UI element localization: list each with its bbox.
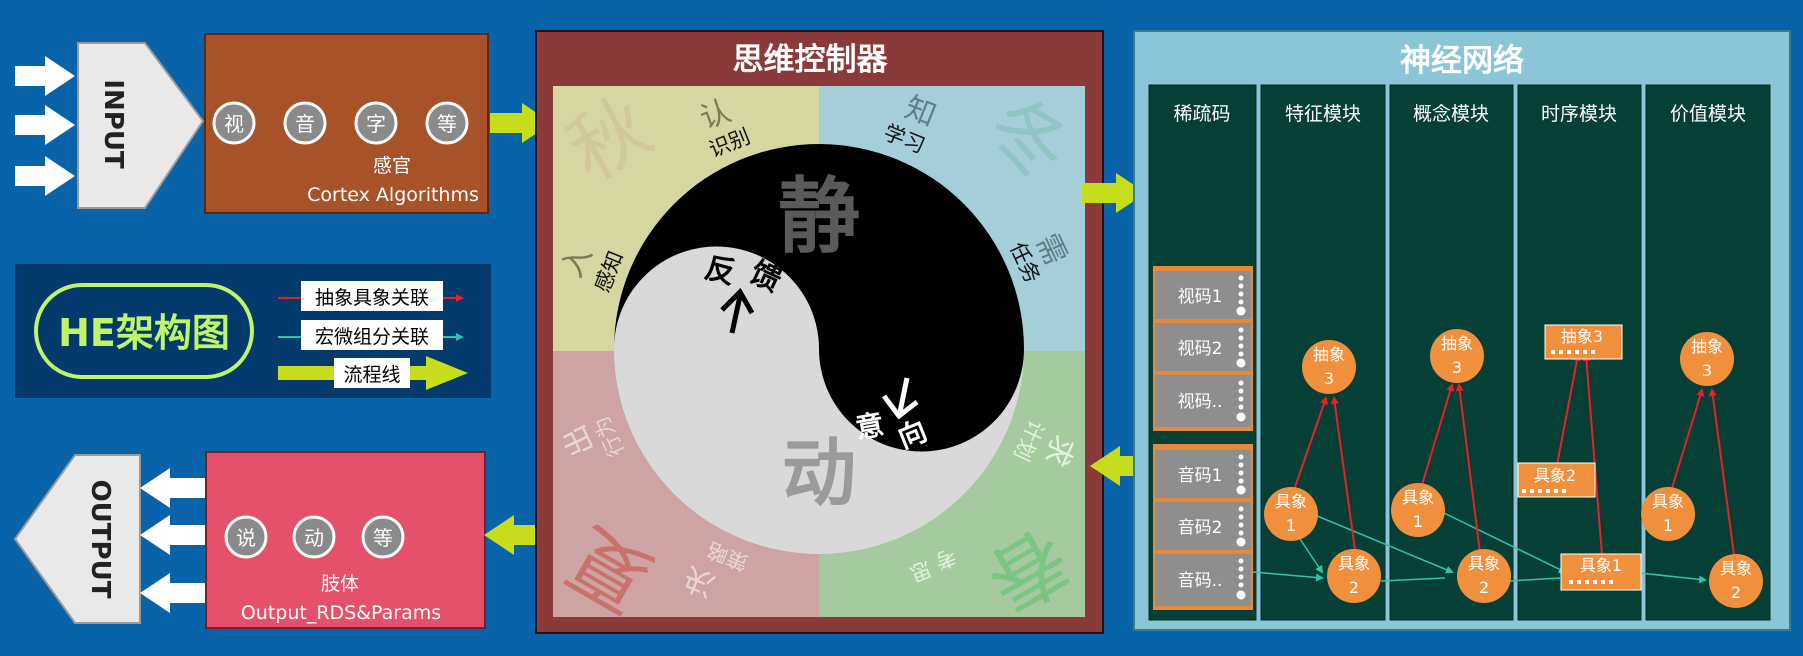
column-header: 特征模块	[1285, 103, 1361, 125]
svg-text:具象: 具象	[1402, 488, 1434, 507]
svg-text:具象2: 具象2	[1534, 466, 1576, 485]
sequence-abstract: 抽象3	[1544, 324, 1623, 360]
yin-yang	[614, 144, 1024, 554]
body-circle: 说	[224, 515, 268, 559]
yixiang-yi: 意	[853, 408, 886, 445]
flow-arrow	[1082, 173, 1146, 213]
svg-text:音: 音	[295, 112, 315, 136]
svg-text:抽象3: 抽象3	[1561, 327, 1603, 346]
legend-item-label: 宏微组分关联	[315, 326, 429, 348]
input-arrows	[15, 56, 75, 196]
concrete-node: 具象 2	[1709, 554, 1763, 608]
svg-text:抽象: 抽象	[1441, 334, 1473, 353]
svg-text:2: 2	[1349, 578, 1359, 597]
abstract-node: 抽象 3	[1430, 329, 1484, 383]
yixiang-arrow	[882, 377, 919, 420]
svg-text:1: 1	[1286, 516, 1296, 535]
sensor-circle: 等	[425, 101, 469, 145]
output-shape	[13, 454, 141, 624]
sensor-circle: 音	[283, 101, 327, 145]
controller-title: 思维控制器	[733, 42, 889, 78]
body-box: 说 动 等 肢体 Output_RDS&Params	[205, 451, 486, 629]
concrete-node: 具象 2	[1457, 549, 1511, 603]
legend: HE架构图 抽象具象关联 宏微组分关联 流程线	[15, 264, 491, 398]
svg-text:视: 视	[224, 112, 244, 136]
sensor-circle: 字	[354, 101, 398, 145]
svg-text:具象: 具象	[1275, 492, 1307, 511]
teal-links	[1252, 512, 1707, 584]
svg-text:抽象: 抽象	[1313, 345, 1345, 364]
svg-text:1: 1	[1413, 512, 1423, 531]
controller: 思维控制器 秋 冬 夏 春 认 识别 入 感知 知 学习 需 任务 出 行为 决…	[535, 30, 1104, 634]
svg-text:3: 3	[1324, 369, 1334, 388]
jing-label: 静	[778, 169, 860, 264]
svg-text:说: 说	[236, 526, 256, 550]
svg-text:具象: 具象	[1338, 554, 1370, 573]
input-shape	[77, 42, 205, 209]
svg-text:2: 2	[1479, 578, 1489, 597]
column-header: 价值模块	[1670, 103, 1746, 125]
svg-text:具象: 具象	[1468, 554, 1500, 573]
concrete-node: 具象 1	[1641, 487, 1695, 541]
body-title: 肢体	[321, 573, 359, 595]
column-header: 时序模块	[1541, 103, 1617, 125]
sensor-subtitle: Cortex Algorithms	[307, 184, 479, 206]
sensor-title: 感官	[373, 155, 411, 177]
svg-text:动: 动	[304, 526, 324, 550]
svg-text:音码2: 音码2	[1178, 518, 1223, 538]
sensor-box: 视 音 字 等 感官 Cortex Algorithms	[204, 33, 489, 214]
code-cell: 音码..	[1155, 554, 1251, 606]
svg-text:视码1: 视码1	[1178, 287, 1223, 307]
neural-network: 神经网络 稀疏码 特征模块 概念模块 时序模块 价值模块 视码1 视码2 视码.…	[1133, 30, 1791, 631]
body-circle: 等	[361, 515, 405, 559]
output-label: OUTPUT	[85, 480, 115, 599]
svg-text:具象: 具象	[1652, 492, 1684, 511]
fankui-arrow	[720, 287, 755, 334]
svg-text:等: 等	[437, 112, 457, 136]
body-circle: 动	[292, 515, 336, 559]
code-cell: 视码1	[1155, 271, 1251, 319]
red-links	[1293, 353, 1735, 556]
svg-text:具象: 具象	[1720, 559, 1752, 578]
legend-item-label: 抽象具象关联	[315, 287, 429, 309]
svg-text:3: 3	[1702, 361, 1712, 380]
svg-text:音码1: 音码1	[1178, 466, 1223, 486]
sensor-circle: 视	[212, 101, 256, 145]
body-subtitle: Output_RDS&Params	[241, 602, 441, 624]
concrete-node: 具象 2	[1327, 549, 1381, 603]
svg-text:具象1: 具象1	[1580, 556, 1622, 575]
column-header: 概念模块	[1413, 102, 1489, 125]
legend-item-label: 流程线	[343, 364, 400, 386]
svg-text:视码..: 视码..	[1178, 392, 1223, 412]
svg-text:音码..: 音码..	[1178, 571, 1223, 591]
svg-text:字: 字	[366, 112, 386, 136]
sequence-concrete: 具象1	[1560, 553, 1642, 591]
code-cell: 视码2	[1155, 323, 1251, 371]
svg-text:1: 1	[1663, 516, 1673, 535]
dong-label: 动	[782, 431, 856, 517]
svg-text:2: 2	[1731, 583, 1741, 602]
legend-title: HE架构图	[58, 311, 230, 355]
abstract-node: 抽象 3	[1302, 340, 1356, 394]
concrete-node: 具象 1	[1391, 483, 1445, 537]
concrete-node: 具象 1	[1264, 487, 1318, 541]
code-cell: 视码..	[1155, 375, 1251, 427]
code-cell: 音码1	[1155, 450, 1251, 498]
abstract-node: 抽象 3	[1680, 332, 1734, 386]
output-arrows	[140, 468, 205, 613]
sequence-concrete: 具象2	[1517, 462, 1596, 498]
network-title: 神经网络	[1400, 43, 1524, 79]
svg-text:抽象: 抽象	[1691, 337, 1723, 356]
svg-text:视码2: 视码2	[1178, 339, 1223, 359]
code-cell: 音码2	[1155, 502, 1251, 550]
input-label: INPUT	[98, 79, 128, 169]
svg-text:等: 等	[373, 526, 393, 550]
svg-text:3: 3	[1452, 358, 1462, 377]
column-header: 稀疏码	[1173, 103, 1230, 125]
